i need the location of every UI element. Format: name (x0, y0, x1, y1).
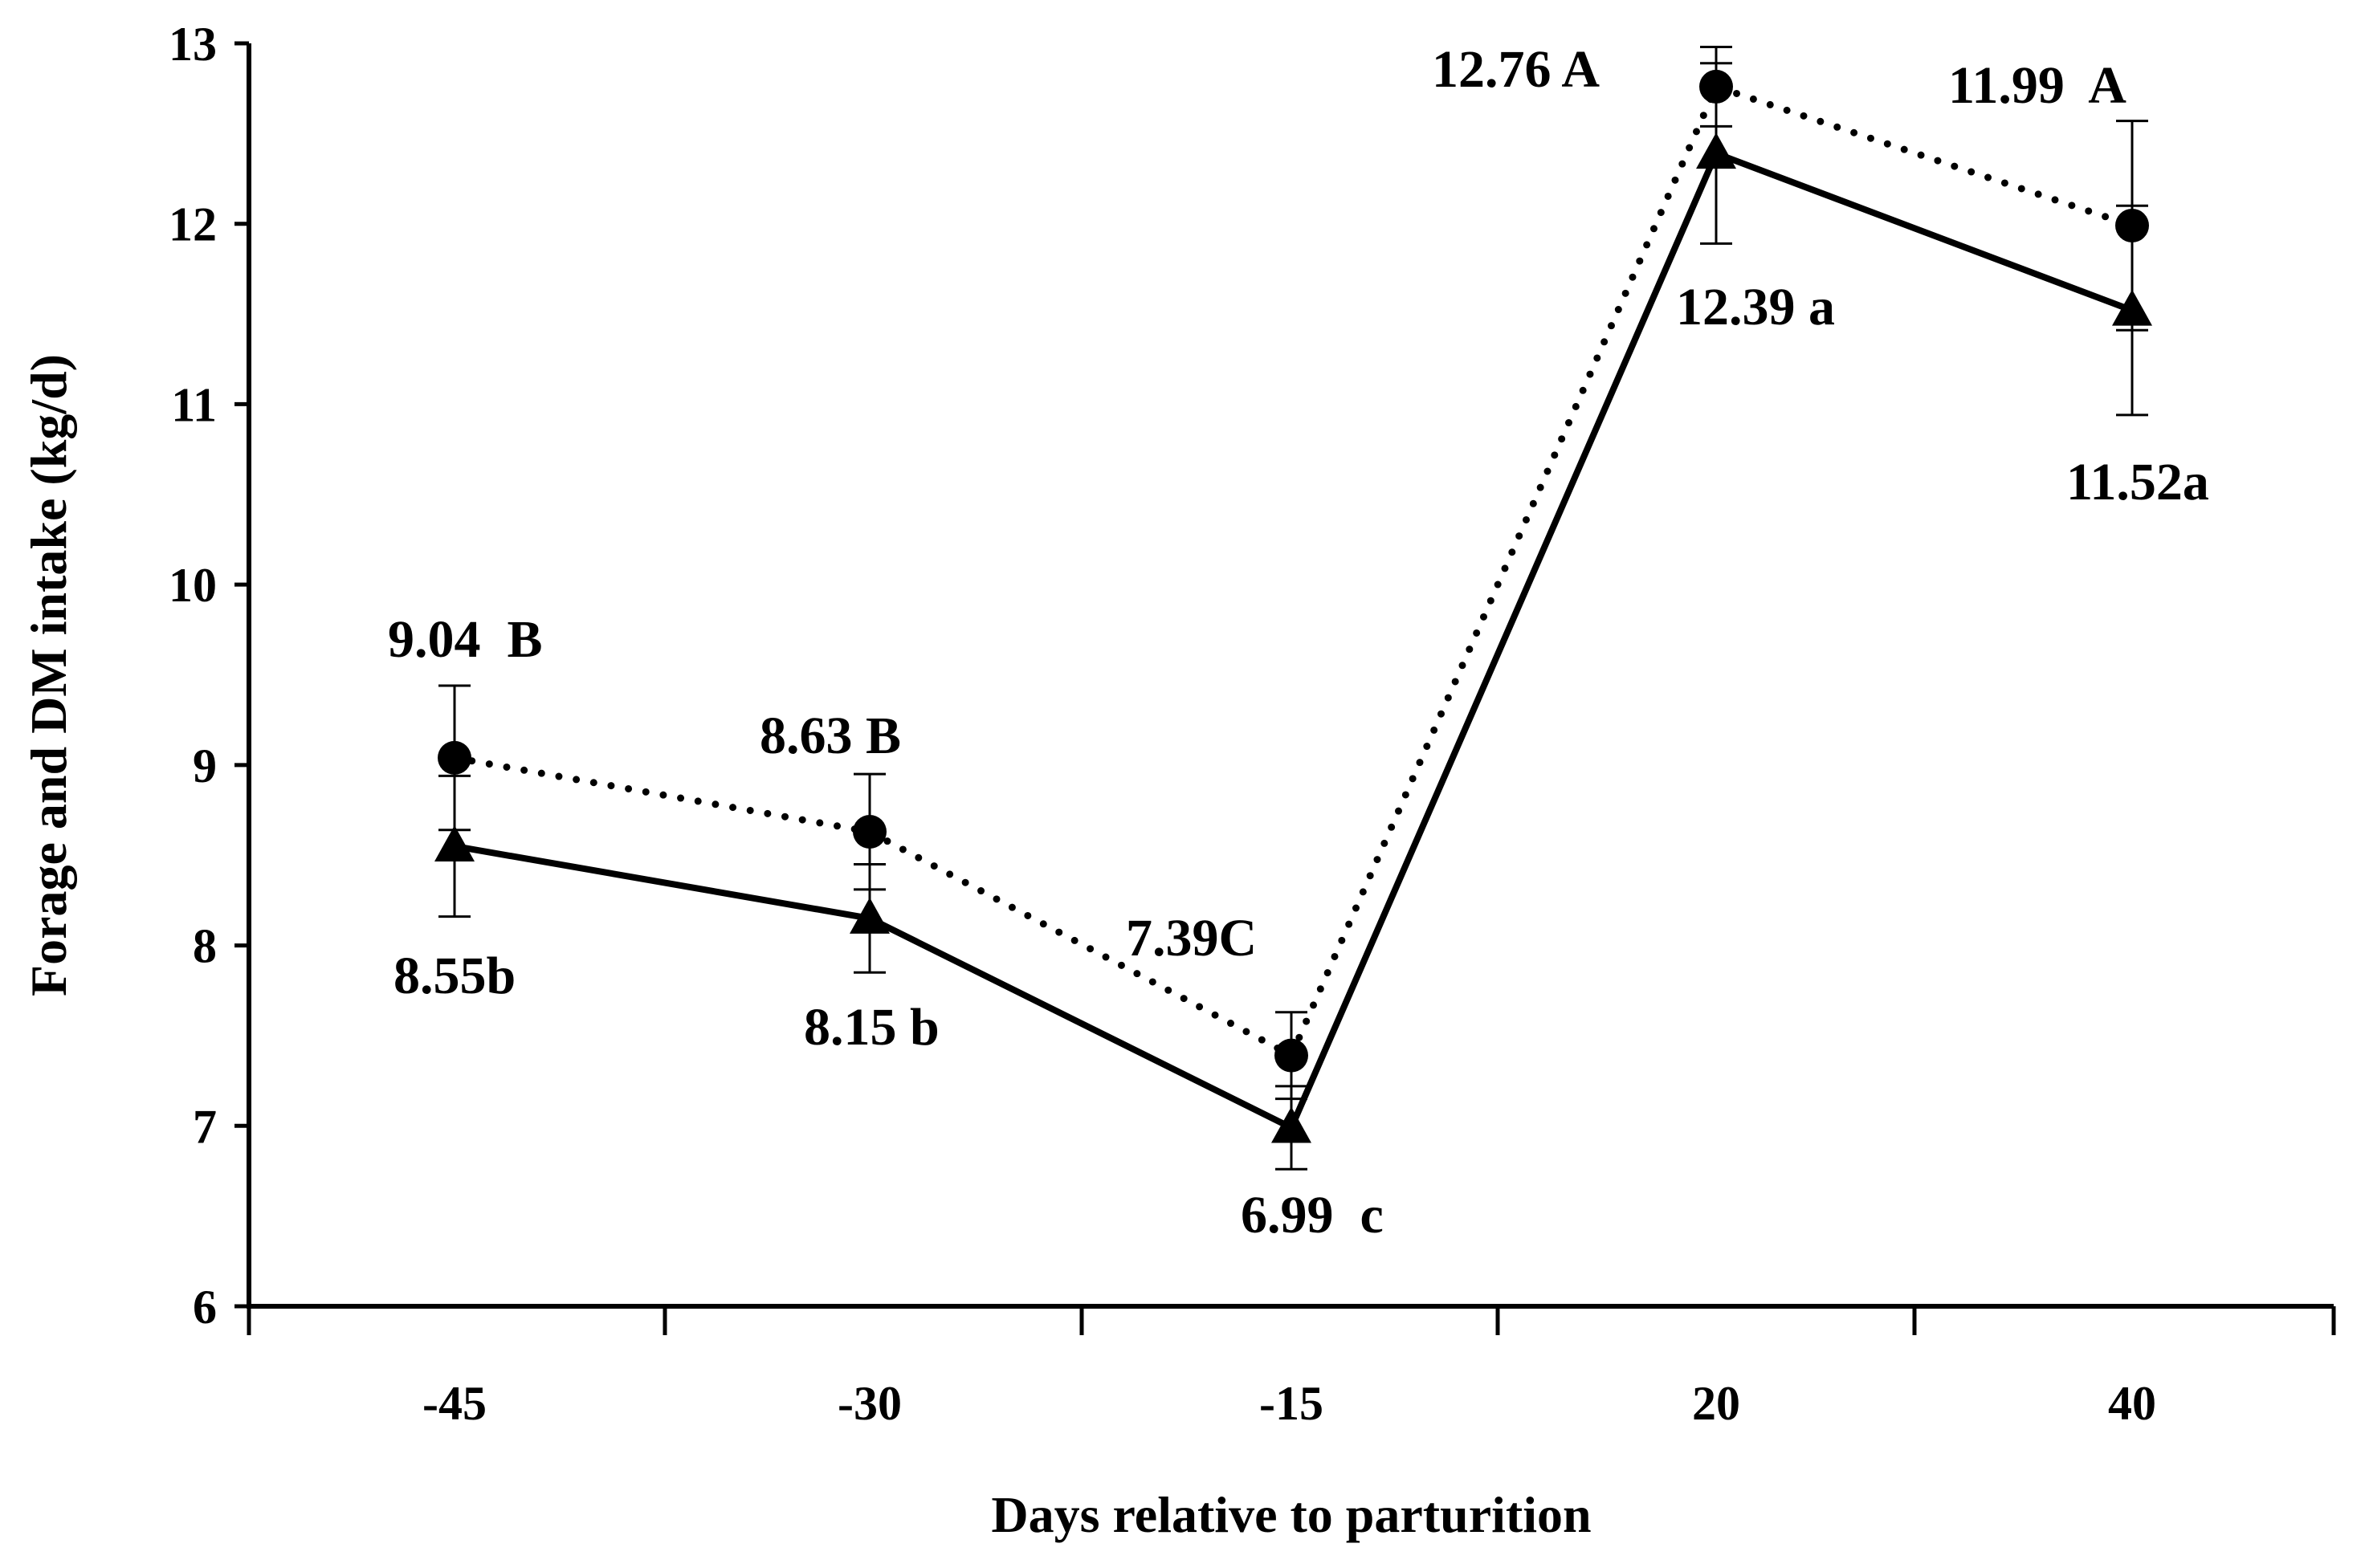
x-tick-label: -15 (1259, 1377, 1323, 1430)
y-tick-label: 7 (193, 1100, 217, 1153)
forage-intake-data-label: 8.55b (393, 947, 516, 1005)
dm-intake-data-label: 11.99 A (1948, 56, 2126, 115)
forage-intake-point (1271, 1106, 1311, 1143)
x-tick-label: -30 (838, 1377, 902, 1430)
y-tick-label: 6 (193, 1281, 217, 1334)
y-tick-label: 11 (171, 378, 217, 431)
x-tick-label: 40 (2108, 1377, 2156, 1430)
y-ticks: 6 7 8 9 10 11 12 13 (169, 18, 249, 1334)
dm-intake-line (451, 83, 2136, 1060)
forage-intake-line (454, 149, 2134, 1132)
forage-intake-point (434, 825, 475, 861)
y-axis-title: Forage and DM intake (kg/d) (20, 354, 77, 996)
forage-intake-data-label: 12.39 a (1676, 278, 1835, 336)
series-layer: 9.04 B 8.63 B 7.39C 12.76 A 11.99 A 8.55b 8.15… (388, 40, 2209, 1244)
forage-intake-point (2112, 289, 2152, 326)
dm-intake-data-label: 7.39C (1126, 909, 1257, 967)
dm-intake-data-label: 8.63 B (760, 707, 901, 765)
x-tick-label: 20 (1692, 1377, 1740, 1430)
x-tick-label: -45 (422, 1377, 487, 1430)
x-ticks: -45 -30 -15 20 40 (247, 1306, 2336, 1430)
y-axis: 6 7 8 9 10 11 12 13 (169, 18, 251, 1334)
y-tick-label: 10 (169, 559, 217, 612)
x-axis-title: Days relative to parturition (991, 1486, 1591, 1543)
dm-intake-data-label: 9.04 B (388, 610, 543, 669)
forage-intake-data-label: 11.52a (2066, 453, 2209, 511)
dm-intake-point (2115, 208, 2149, 242)
y-tick-label: 12 (169, 198, 217, 251)
dm-intake-point (853, 815, 887, 849)
dm-intake-point (1699, 69, 1733, 104)
forage-intake-data-label: 8.15 b (804, 998, 940, 1057)
dm-intake-data-label: 12.76 A (1432, 40, 1600, 99)
forage-intake-point (1696, 132, 1736, 169)
y-tick-label: 13 (169, 18, 217, 71)
forage-intake-data-label: 6.99 c (1241, 1186, 1384, 1244)
dm-intake-point (438, 740, 471, 775)
forage-intake-point (850, 897, 890, 934)
dm-intake-point (1274, 1038, 1308, 1073)
y-tick-label: 9 (193, 739, 217, 792)
y-tick-label: 8 (193, 920, 217, 973)
x-axis: -45 -30 -15 20 40 (247, 1304, 2336, 1430)
